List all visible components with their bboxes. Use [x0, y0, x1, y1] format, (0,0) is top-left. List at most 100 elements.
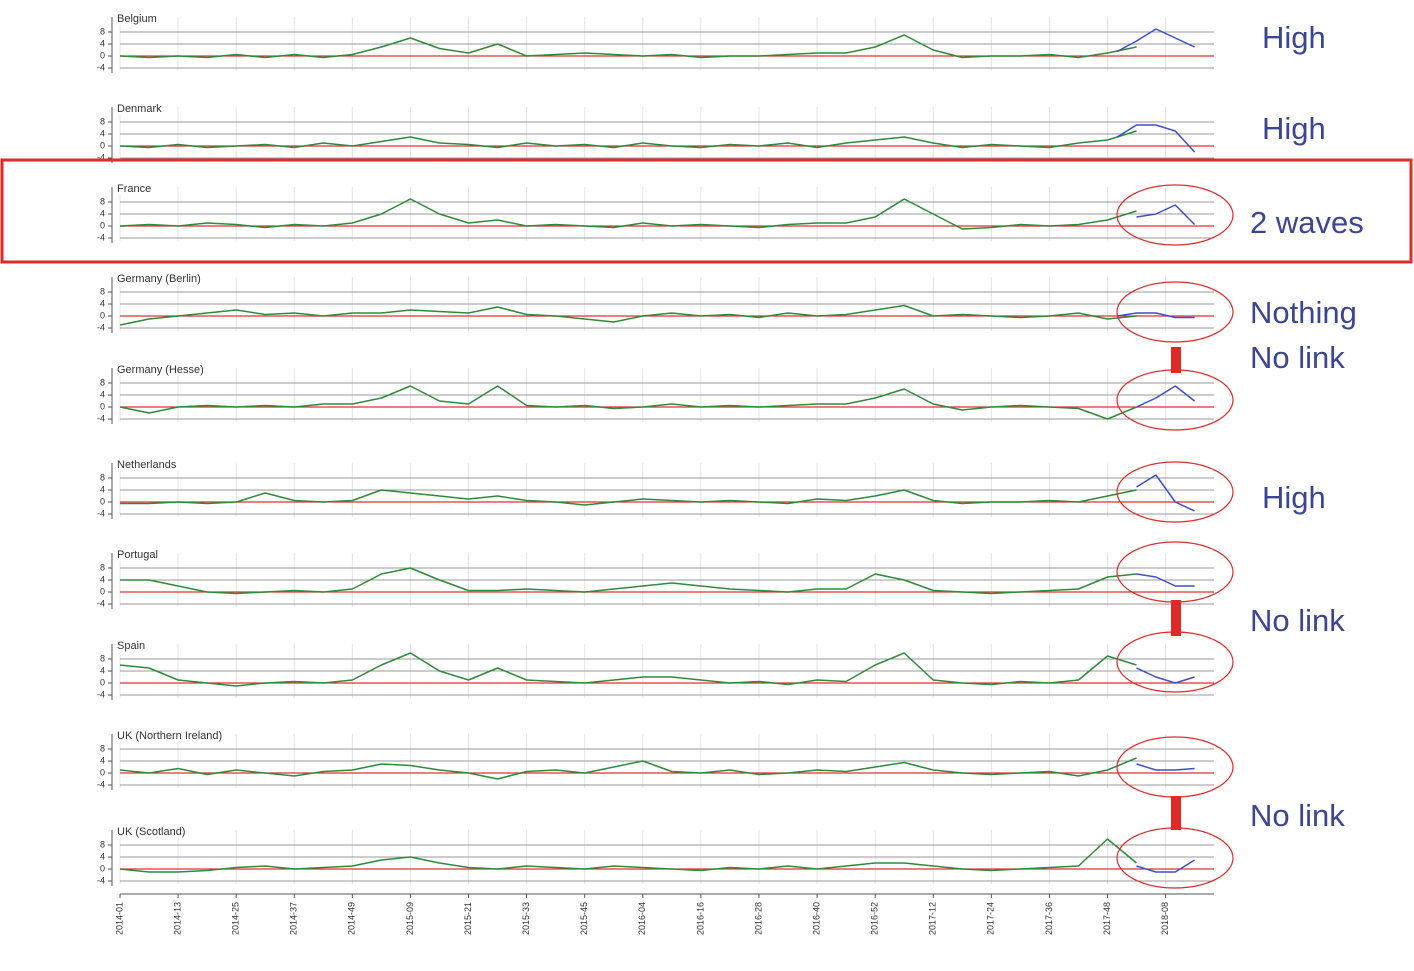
y-tick-label: -4 — [97, 413, 105, 423]
x-tick-label: 2014-25 — [231, 902, 241, 935]
highlight-ellipse — [1116, 184, 1234, 246]
highlight-ellipse — [1116, 827, 1234, 889]
series-line — [1117, 312, 1195, 319]
title-bg — [114, 638, 151, 652]
x-tick-label: 2014-13 — [172, 902, 182, 935]
panel: -4 0 4 8 Spain — [97, 638, 1214, 700]
annotation: High — [1262, 20, 1326, 55]
annotation: No link — [1250, 798, 1345, 833]
y-tick-label: -4 — [97, 875, 105, 885]
y-tick-label: -4 — [97, 689, 105, 699]
panel: -4 0 4 8 Germany (Hesse) — [97, 362, 1214, 424]
y-tick-label: 4 — [100, 755, 105, 765]
y-tick-label: 4 — [100, 298, 105, 308]
y-tick-label: 4 — [100, 665, 105, 675]
panel: -4 0 4 8 Netherlands — [97, 457, 1214, 519]
series-line — [119, 757, 1137, 780]
series-line — [1136, 667, 1195, 684]
x-tick-label: 2018-08 — [1160, 902, 1170, 935]
link-bar — [1171, 347, 1181, 373]
series-line — [1116, 124, 1196, 153]
series-line — [119, 34, 1137, 59]
highlight-ellipse — [1116, 541, 1234, 603]
highlight-ellipse — [1116, 461, 1234, 523]
y-tick-label: 0 — [100, 677, 105, 687]
y-tick-label: 8 — [100, 743, 105, 753]
x-tick-label: 2014-37 — [289, 902, 299, 935]
title-bg — [114, 101, 168, 115]
series-line — [1136, 474, 1195, 512]
series-line — [120, 567, 1137, 595]
panel: -4 0 4 8 France — [97, 181, 1214, 243]
y-tick-label: 0 — [100, 310, 105, 320]
x-tick-label: 2015-21 — [463, 902, 473, 935]
y-tick-label: 8 — [100, 26, 105, 36]
y-tick-label: -4 — [97, 508, 105, 518]
y-tick-label: 8 — [100, 839, 105, 849]
y-tick-label: 8 — [100, 653, 105, 663]
panel: -4 0 4 8 Portugal — [97, 547, 1214, 609]
x-tick-label: 2014-01 — [114, 902, 124, 935]
x-tick-label: 2016-04 — [637, 902, 647, 935]
highlight-ellipse — [1116, 281, 1234, 343]
y-tick-label: 0 — [100, 220, 105, 230]
y-tick-label: 4 — [100, 389, 105, 399]
panel-title: Spain — [117, 640, 145, 652]
x-tick-label: 2016-52 — [870, 902, 880, 935]
series-line — [119, 652, 1137, 687]
y-tick-label: -4 — [97, 62, 105, 72]
panel-title: Germany (Hesse) — [117, 364, 204, 376]
y-tick-label: -4 — [97, 598, 105, 608]
y-tick-label: 8 — [100, 196, 105, 206]
series-line — [1136, 385, 1196, 408]
y-tick-label: 0 — [100, 50, 105, 60]
y-tick-label: 4 — [100, 208, 105, 218]
x-tick-label: 2014-49 — [347, 902, 357, 935]
x-tick-label: 2015-09 — [405, 902, 415, 935]
panel-title: UK (Scotland) — [117, 826, 185, 838]
highlights — [0, 158, 1413, 889]
title-bg — [114, 824, 191, 838]
y-tick-label: 8 — [100, 472, 105, 482]
link-bar — [1171, 796, 1181, 830]
y-tick-label: 4 — [100, 574, 105, 584]
series-line — [119, 838, 1137, 873]
y-tick-label: 8 — [100, 116, 105, 126]
x-tick-label: 2015-33 — [521, 902, 531, 935]
y-tick-label: 0 — [100, 767, 105, 777]
title-bg — [114, 11, 162, 25]
y-tick-label: 0 — [100, 496, 105, 506]
series-line — [1136, 859, 1195, 873]
y-tick-label: 0 — [100, 401, 105, 411]
title-bg — [114, 271, 206, 285]
annotation: No link — [1250, 603, 1345, 638]
panel-title: Netherlands — [117, 459, 177, 471]
x-tick-label: 2017-36 — [1044, 902, 1054, 935]
panel-title: Denmark — [117, 103, 162, 115]
panel: -4 0 4 8 UK (Scotland) — [97, 824, 1214, 886]
panel-title: France — [117, 183, 151, 195]
x-tick-label: 2017-24 — [986, 902, 996, 935]
highlight-ellipse — [1116, 369, 1234, 431]
y-tick-label: 4 — [100, 484, 105, 494]
annotation: Nothing — [1250, 295, 1357, 330]
link-bar — [1171, 600, 1181, 636]
series-line — [1116, 28, 1195, 53]
y-tick-label: 8 — [100, 377, 105, 387]
title-bg — [114, 547, 163, 561]
panel-title: Belgium — [117, 13, 157, 25]
y-tick-label: 8 — [100, 286, 105, 296]
panel: -4 0 4 8 UK (Northern Ireland) — [97, 728, 1214, 790]
annotation: No link — [1250, 340, 1345, 375]
x-tick-label: 2016-40 — [811, 902, 821, 935]
y-tick-label: 0 — [100, 863, 105, 873]
panel-title: Germany (Berlin) — [117, 273, 201, 285]
y-tick-label: 0 — [100, 586, 105, 596]
panel-title: Portugal — [117, 549, 158, 561]
annotations: High High 2 waves Nothing No link High N… — [1250, 20, 1364, 833]
y-tick-label: 8 — [100, 562, 105, 572]
y-tick-label: -4 — [97, 152, 105, 162]
title-bg — [114, 728, 228, 742]
series-line — [1136, 204, 1196, 226]
